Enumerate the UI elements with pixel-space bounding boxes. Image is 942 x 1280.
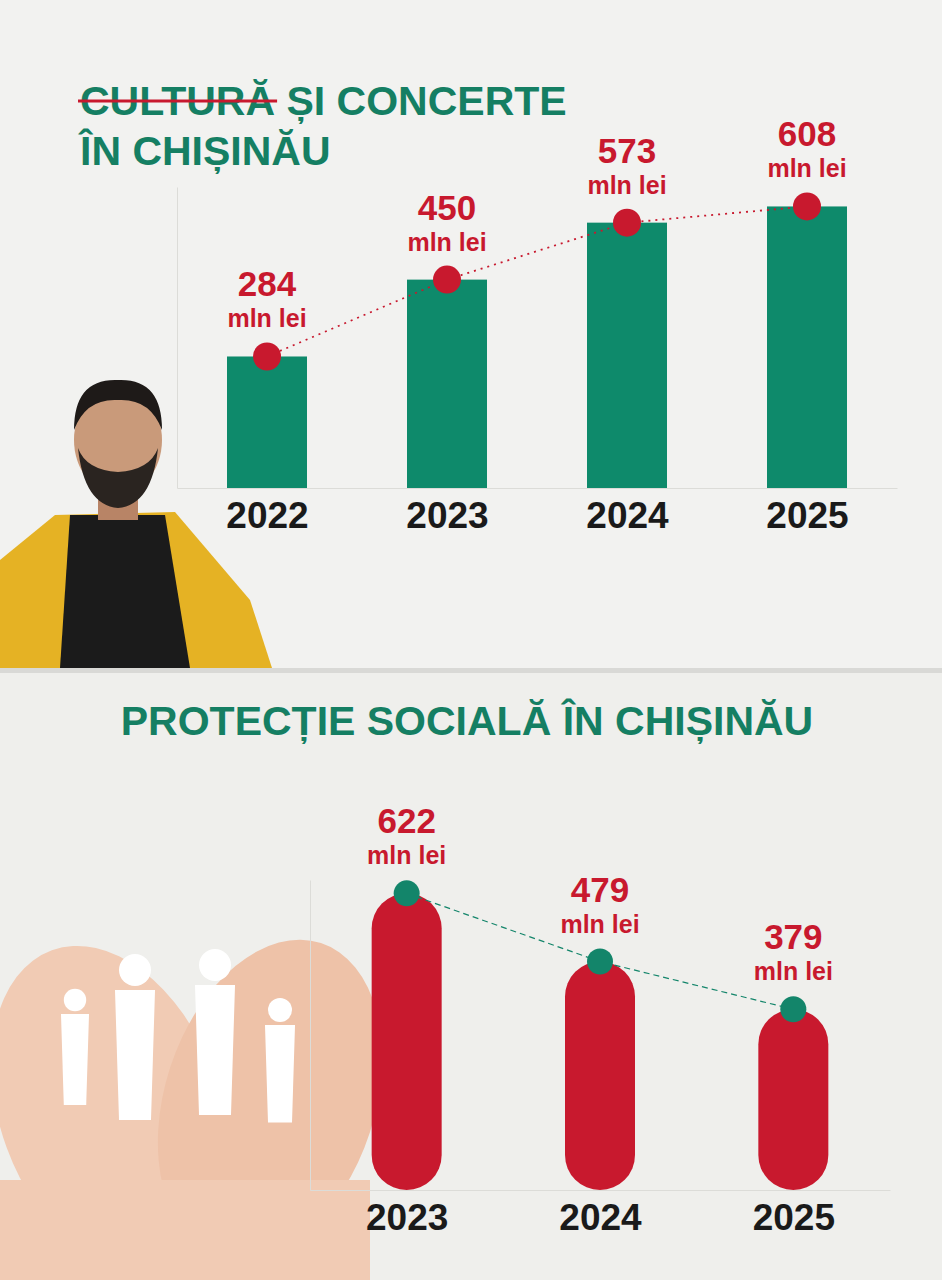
data-labels: 284mln lei 450mln lei 573mln lei 608mln lei bbox=[227, 114, 846, 332]
hands-illustration bbox=[0, 911, 421, 1280]
plot-area bbox=[227, 192, 847, 488]
x-tick-label: 2024 bbox=[559, 1197, 642, 1238]
x-tick: 2025 bbox=[753, 1190, 835, 1238]
bar bbox=[372, 893, 442, 1190]
y-axis bbox=[177, 188, 178, 489]
bar bbox=[227, 356, 307, 488]
x-axis-line bbox=[178, 488, 898, 489]
marker bbox=[394, 880, 420, 906]
canvas-svg: CULTURĂ ȘI CONCERTEÎN CHIȘINĂU2022202320… bbox=[0, 0, 942, 1280]
trend-line bbox=[267, 206, 807, 356]
x-tick-label: 2025 bbox=[753, 1197, 835, 1238]
paper-figure-head bbox=[199, 949, 231, 981]
marker bbox=[433, 266, 461, 294]
x-tick-label: 2022 bbox=[226, 495, 308, 536]
x-tick: 2024 bbox=[586, 488, 669, 536]
panel-divider bbox=[0, 668, 942, 673]
paper-figure-head bbox=[119, 954, 151, 986]
x-tick-label: 2024 bbox=[586, 495, 669, 536]
data-label: 608mln lei bbox=[767, 114, 846, 182]
person-hair bbox=[74, 380, 162, 430]
marker bbox=[780, 996, 806, 1022]
marker bbox=[587, 949, 613, 975]
data-label: 284mln lei bbox=[227, 264, 306, 332]
chart-0: CULTURĂ ȘI CONCERTEÎN CHIȘINĂU2022202320… bbox=[78, 78, 898, 536]
bar bbox=[407, 280, 487, 488]
panel-bottom bbox=[0, 673, 942, 1280]
person-beard bbox=[78, 448, 158, 508]
plot-area bbox=[372, 880, 829, 1190]
chart-1: PROTECȚIE SOCIALĂ ÎN CHIȘINĂU20232024202… bbox=[121, 698, 891, 1238]
panel-top bbox=[0, 0, 942, 668]
data-label: 479mln lei bbox=[560, 870, 639, 938]
x-tick-label: 2023 bbox=[406, 495, 488, 536]
x-axis-line bbox=[311, 1190, 891, 1191]
y-axis-line bbox=[310, 881, 311, 1191]
x-tick-label: 2023 bbox=[366, 1197, 448, 1238]
paper-figure-body bbox=[195, 985, 235, 1115]
trend-line bbox=[407, 893, 794, 1009]
paper-figure-body bbox=[61, 1014, 89, 1105]
person-shirt bbox=[60, 515, 190, 668]
chart-title: PROTECȚIE SOCIALĂ ÎN CHIȘINĂU bbox=[121, 698, 813, 744]
bar bbox=[565, 962, 635, 1190]
x-tick: 2023 bbox=[366, 1190, 448, 1238]
marker bbox=[793, 192, 821, 220]
marker bbox=[613, 209, 641, 237]
x-tick: 2024 bbox=[559, 1190, 642, 1238]
paper-figure-body bbox=[265, 1025, 295, 1123]
paper-figure-head bbox=[268, 998, 292, 1022]
y-axis-line bbox=[177, 188, 178, 489]
marker bbox=[253, 342, 281, 370]
paper-figure-head bbox=[64, 989, 86, 1011]
x-tick: 2022 bbox=[226, 488, 308, 536]
bar bbox=[767, 206, 847, 488]
bar bbox=[587, 223, 667, 488]
x-tick-label: 2025 bbox=[766, 495, 848, 536]
data-label: 379mln lei bbox=[754, 917, 833, 985]
data-label: 622mln lei bbox=[367, 801, 446, 869]
x-axis: 2023 2024 2025 bbox=[311, 1190, 891, 1238]
x-axis: 2022 2023 2024 2025 bbox=[178, 488, 898, 536]
chart-title: CULTURĂ ȘI CONCERTEÎN CHIȘINĂU bbox=[78, 78, 567, 174]
data-label: 573mln lei bbox=[587, 131, 666, 199]
x-tick: 2025 bbox=[766, 488, 848, 536]
paper-figure-body bbox=[115, 990, 155, 1120]
bar bbox=[758, 1009, 828, 1190]
chart-root: CULTURĂ ȘI CONCERTEÎN CHIȘINĂU2022202320… bbox=[0, 0, 942, 1280]
y-axis bbox=[310, 881, 311, 1191]
x-tick: 2023 bbox=[406, 488, 488, 536]
data-labels: 622mln lei 479mln lei 379mln lei bbox=[367, 801, 833, 985]
title-strikethrough bbox=[78, 100, 277, 103]
hands-palms bbox=[0, 1180, 370, 1280]
data-label: 450mln lei bbox=[407, 188, 486, 256]
